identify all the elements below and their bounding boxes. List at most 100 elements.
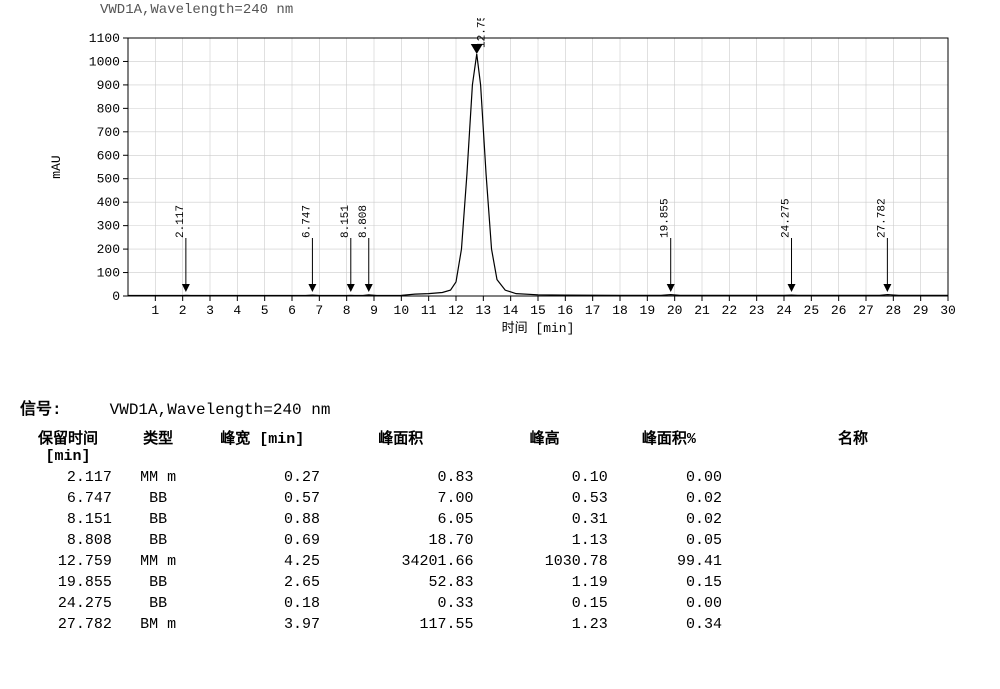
svg-text:24.275: 24.275 [781, 198, 793, 238]
table-cell: BB [116, 593, 200, 614]
table-cell: 0.83 [324, 467, 478, 488]
svg-text:29: 29 [913, 303, 929, 318]
table-cell: 6.747 [20, 488, 116, 509]
svg-text:18: 18 [612, 303, 628, 318]
col-header: 名称 [726, 425, 980, 467]
table-cell: BB [116, 572, 200, 593]
svg-text:100: 100 [97, 266, 120, 281]
svg-text:0: 0 [112, 289, 120, 304]
svg-text:27: 27 [858, 303, 874, 318]
svg-text:7: 7 [315, 303, 323, 318]
svg-text:19.855: 19.855 [660, 198, 672, 238]
table-cell: 0.05 [612, 530, 726, 551]
svg-text:15: 15 [530, 303, 546, 318]
table-cell: 0.10 [478, 467, 612, 488]
table-cell: BB [116, 509, 200, 530]
svg-text:800: 800 [97, 101, 120, 116]
table-cell: 0.27 [200, 467, 324, 488]
col-header: 峰面积 [324, 425, 478, 467]
svg-text:20: 20 [667, 303, 683, 318]
svg-text:21: 21 [694, 303, 710, 318]
svg-text:8.808: 8.808 [358, 205, 370, 238]
svg-text:1000: 1000 [89, 54, 120, 69]
table-cell: 0.57 [200, 488, 324, 509]
svg-text:700: 700 [97, 125, 120, 140]
svg-text:2: 2 [179, 303, 187, 318]
table-cell [726, 530, 980, 551]
table-cell: 1.13 [478, 530, 612, 551]
svg-text:10: 10 [394, 303, 410, 318]
table-cell: 4.25 [200, 551, 324, 572]
svg-text:24: 24 [776, 303, 792, 318]
svg-text:8.151: 8.151 [340, 205, 352, 238]
svg-text:25: 25 [804, 303, 820, 318]
svg-text:22: 22 [722, 303, 738, 318]
table-cell: 8.151 [20, 509, 116, 530]
svg-text:6.747: 6.747 [301, 205, 313, 238]
svg-text:30: 30 [940, 303, 956, 318]
table-cell [726, 509, 980, 530]
svg-text:14: 14 [503, 303, 519, 318]
svg-text:4: 4 [233, 303, 241, 318]
table-cell: 0.88 [200, 509, 324, 530]
table-cell: 24.275 [20, 593, 116, 614]
svg-text:26: 26 [831, 303, 847, 318]
svg-text:5: 5 [261, 303, 269, 318]
table-cell: 2.117 [20, 467, 116, 488]
svg-text:17: 17 [585, 303, 601, 318]
table-cell: BM m [116, 614, 200, 635]
table-cell: 7.00 [324, 488, 478, 509]
svg-text:19: 19 [640, 303, 656, 318]
table-cell: 99.41 [612, 551, 726, 572]
table-cell [726, 614, 980, 635]
table-cell [726, 572, 980, 593]
svg-text:27.782: 27.782 [876, 198, 888, 238]
table-cell [726, 593, 980, 614]
table-cell: MM m [116, 551, 200, 572]
col-header: 保留时间[min] [20, 425, 116, 467]
col-header: 峰面积% [612, 425, 726, 467]
chromatogram-svg: 0100200300400500600700800900100011001234… [40, 18, 980, 338]
table-cell: BB [116, 488, 200, 509]
chromatogram-panel: VWD1A,Wavelength=240 nm 0100200300400500… [40, 0, 980, 338]
svg-text:300: 300 [97, 219, 120, 234]
table-cell: BB [116, 530, 200, 551]
table-row: 8.808BB0.6918.701.130.05 [20, 530, 980, 551]
table-cell: 0.02 [612, 509, 726, 530]
table-cell: 1030.78 [478, 551, 612, 572]
svg-text:28: 28 [886, 303, 902, 318]
svg-text:1: 1 [151, 303, 159, 318]
table-row: 19.855BB2.6552.831.190.15 [20, 572, 980, 593]
table-cell [726, 467, 980, 488]
table-cell: 0.15 [478, 593, 612, 614]
table-row: 27.782BM m3.97117.551.230.34 [20, 614, 980, 635]
svg-text:12.759: 12.759 [477, 18, 489, 48]
table-row: 2.117MM m0.270.830.100.00 [20, 467, 980, 488]
table-cell: 8.808 [20, 530, 116, 551]
table-cell: 0.02 [612, 488, 726, 509]
svg-text:12: 12 [448, 303, 464, 318]
svg-text:23: 23 [749, 303, 765, 318]
table-cell: MM m [116, 467, 200, 488]
svg-text:400: 400 [97, 195, 120, 210]
signal-label: 信号: [20, 401, 62, 419]
table-cell: 0.33 [324, 593, 478, 614]
svg-text:16: 16 [558, 303, 574, 318]
svg-text:8: 8 [343, 303, 351, 318]
svg-text:3: 3 [206, 303, 214, 318]
svg-text:2.117: 2.117 [175, 205, 187, 238]
table-cell: 19.855 [20, 572, 116, 593]
svg-text:mAU: mAU [49, 155, 64, 178]
col-header: 类型 [116, 425, 200, 467]
table-cell: 0.18 [200, 593, 324, 614]
svg-text:11: 11 [421, 303, 437, 318]
table-cell: 0.53 [478, 488, 612, 509]
table-cell: 0.69 [200, 530, 324, 551]
table-cell [726, 488, 980, 509]
table-cell: 18.70 [324, 530, 478, 551]
svg-text:1100: 1100 [89, 31, 120, 46]
table-row: 6.747BB0.577.000.530.02 [20, 488, 980, 509]
table-cell: 12.759 [20, 551, 116, 572]
table-cell: 0.00 [612, 593, 726, 614]
svg-text:9: 9 [370, 303, 378, 318]
